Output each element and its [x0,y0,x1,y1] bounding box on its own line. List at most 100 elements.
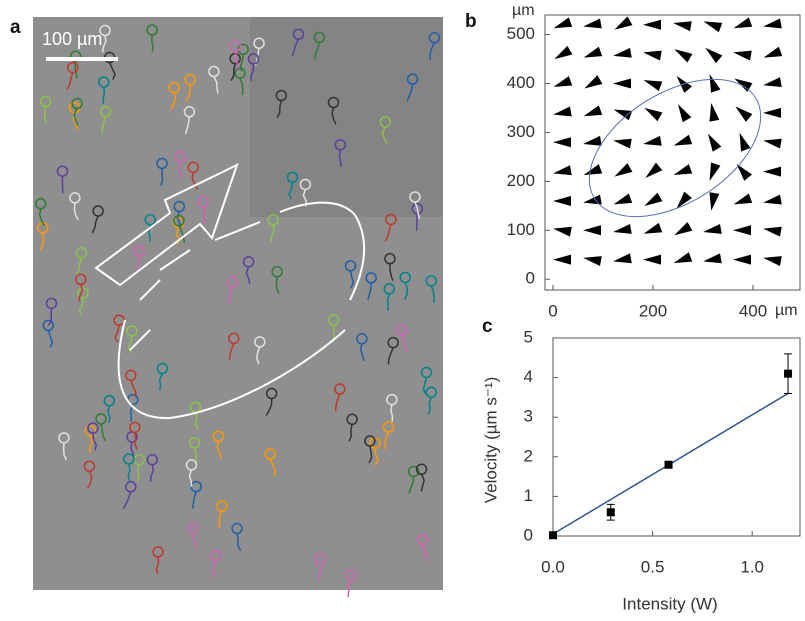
track [47,330,54,348]
track [227,286,234,305]
track [78,297,84,316]
vortex-outline [117,201,366,420]
panel-label: a [10,17,21,38]
vector-arrow [703,253,722,264]
track [38,208,46,227]
vector-arrow [673,164,693,176]
track [408,476,415,494]
track [291,38,300,57]
track [91,215,99,234]
track [62,442,68,461]
data-point [784,369,793,378]
vector-arrow [583,135,602,146]
vector-arrow [733,193,753,205]
track [429,42,436,60]
track [134,432,138,450]
track [149,464,155,482]
vector-arrow [553,254,571,265]
vector-arrow [763,166,781,177]
track [66,72,74,90]
track [101,35,107,53]
track [317,563,322,582]
vector-arrow [705,47,723,64]
micrograph-shade [250,17,443,217]
track [384,224,392,242]
vector-arrow [613,47,632,58]
track [239,77,244,96]
plot-frame [544,14,801,291]
track [245,266,251,285]
track [130,404,134,422]
track [191,533,197,551]
track [400,334,408,353]
y-tick-label: 500 [507,24,535,43]
x-unit: µm [775,302,798,319]
data-point [664,460,673,469]
track [108,62,116,80]
vector-arrow [763,256,782,266]
track [359,343,365,362]
vector-arrow [763,194,782,205]
vector-arrow [583,105,603,117]
track [185,84,192,103]
track [390,404,394,422]
scale-bar-label: 100 µm [42,29,102,49]
track [347,579,352,598]
x-axis-label: Intensity (W) [622,594,717,613]
vector-arrow [733,225,751,236]
track [43,106,48,124]
y-tick-label: 100 [507,220,535,239]
vector-arrow [709,162,721,181]
vector-arrow [645,162,663,179]
track [414,201,421,220]
x-tick-label: 0.0 [541,557,565,576]
track [239,54,244,72]
track [212,560,217,578]
track [415,213,419,231]
track [403,282,409,300]
track [256,346,261,365]
track [331,107,337,125]
vector-arrow [734,78,753,92]
x-tick-label: 200 [639,301,667,320]
track [47,308,53,326]
vector-arrow [583,256,602,266]
vector-arrow [613,138,632,149]
vector-arrow [644,107,663,122]
track [367,282,372,301]
track [134,256,140,274]
y-tick-label: 5 [524,327,533,346]
track [427,397,432,415]
track [160,168,164,186]
track [334,393,341,412]
y-tick-label: 400 [507,73,535,92]
vector-arrow [643,19,661,30]
vector-arrow [553,76,573,87]
track [78,284,84,302]
vector-arrow [643,222,663,234]
vortex-outline [588,78,762,218]
track [422,377,428,395]
vector-arrow [613,78,631,89]
vector-arrow [673,21,692,32]
track [100,423,107,442]
vector-arrow [763,77,782,88]
vector-arrow [673,134,693,146]
vector-arrow [553,165,572,176]
vector-arrow [733,50,752,61]
vector-arrow [553,106,572,117]
track [175,227,180,245]
track [122,491,132,510]
track [107,405,111,423]
track [368,445,373,464]
plot-frame [552,337,801,537]
scatter-plot: 0.0 0.5 1.0 0 1 2 3 4 5 [524,327,801,576]
vector-arrow [554,45,573,60]
track [170,92,177,110]
vector-arrow [553,195,571,206]
track [184,116,191,135]
track [158,373,164,391]
vector-arrow [733,254,751,265]
track [386,293,390,311]
